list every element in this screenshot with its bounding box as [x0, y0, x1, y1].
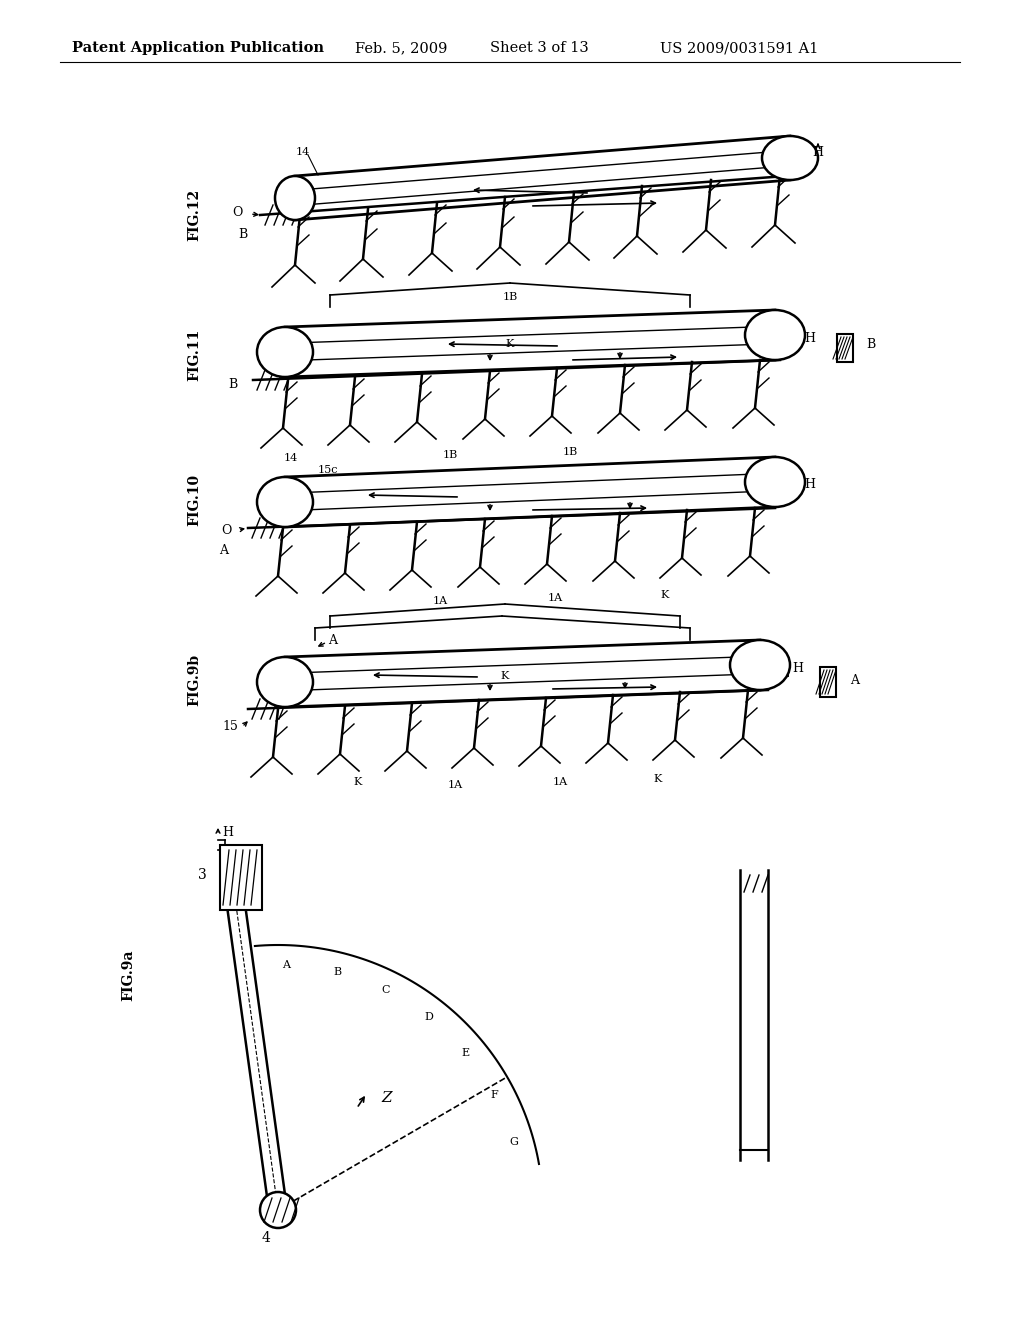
Text: Sheet 3 of 13: Sheet 3 of 13 [490, 41, 589, 55]
Text: 14: 14 [296, 147, 310, 157]
Polygon shape [285, 457, 775, 527]
Text: 14: 14 [284, 453, 298, 463]
Text: B: B [866, 338, 876, 351]
Ellipse shape [257, 327, 313, 378]
Text: 3: 3 [199, 869, 207, 882]
Text: 1B: 1B [442, 450, 458, 459]
Text: D: D [424, 1012, 433, 1022]
Text: 1B: 1B [562, 447, 578, 457]
Text: FIG.10: FIG.10 [187, 474, 201, 527]
Text: H: H [222, 826, 233, 840]
Text: F: F [490, 1090, 499, 1100]
Text: 1A: 1A [447, 780, 463, 789]
Bar [820, 667, 836, 697]
Ellipse shape [257, 477, 313, 527]
Text: B: B [239, 228, 248, 242]
Text: 15: 15 [222, 721, 238, 734]
Text: G: G [509, 1138, 518, 1147]
Text: FIG.11: FIG.11 [187, 329, 201, 381]
Text: Z: Z [381, 1092, 392, 1105]
Ellipse shape [257, 657, 313, 708]
Text: FIG.9a: FIG.9a [121, 949, 135, 1001]
Circle shape [260, 1192, 296, 1228]
Text: 1A: 1A [432, 597, 447, 606]
Text: B: B [228, 379, 238, 392]
Ellipse shape [275, 176, 315, 220]
Text: E: E [462, 1048, 470, 1057]
Text: A: A [328, 634, 337, 647]
Polygon shape [741, 875, 767, 1148]
Bar [220, 845, 262, 909]
Text: US 2009/0031591 A1: US 2009/0031591 A1 [660, 41, 818, 55]
Ellipse shape [730, 640, 790, 690]
Text: Feb. 5, 2009: Feb. 5, 2009 [355, 41, 447, 55]
Text: O: O [232, 206, 243, 219]
Polygon shape [285, 310, 775, 378]
Text: H: H [805, 331, 815, 345]
Text: A: A [219, 544, 228, 557]
Text: Patent Application Publication: Patent Application Publication [72, 41, 324, 55]
Text: K: K [501, 671, 509, 681]
Text: O: O [221, 524, 232, 536]
Text: A: A [850, 673, 859, 686]
Ellipse shape [745, 310, 805, 360]
Text: H: H [812, 147, 823, 160]
Text: 1A: 1A [552, 777, 567, 787]
Text: K: K [354, 777, 362, 787]
Text: K: K [653, 774, 663, 784]
Text: A: A [283, 960, 291, 970]
Text: FIG.12: FIG.12 [187, 189, 201, 242]
Text: B: B [333, 968, 341, 977]
Text: K: K [506, 339, 514, 348]
Bar [837, 334, 853, 362]
Text: FIG.9b: FIG.9b [187, 653, 201, 706]
Text: 1B: 1B [503, 292, 517, 302]
Text: H: H [793, 661, 804, 675]
Text: 1A: 1A [548, 593, 562, 603]
Polygon shape [295, 136, 790, 220]
Text: C: C [381, 985, 390, 995]
Ellipse shape [745, 457, 805, 507]
Text: 15c: 15c [318, 465, 339, 475]
Polygon shape [285, 640, 760, 708]
Text: 4: 4 [261, 1232, 270, 1245]
Text: H: H [805, 479, 815, 491]
Text: K: K [660, 590, 670, 601]
Ellipse shape [762, 136, 818, 180]
